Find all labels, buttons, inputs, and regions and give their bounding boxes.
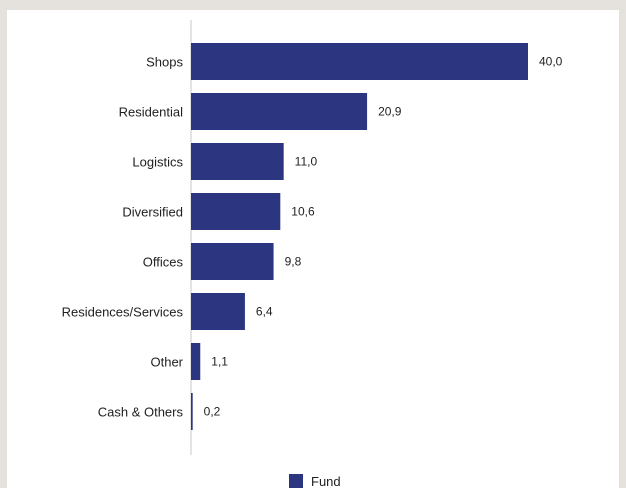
bar-4 <box>191 243 274 280</box>
category-label-4: Offices <box>143 255 184 270</box>
value-label-6: 1,1 <box>211 355 228 369</box>
bars-group: Shops 40,0 Residential 20,9 Logistics 11,0 Div… <box>62 43 563 430</box>
bar-3 <box>191 193 281 230</box>
bar-5 <box>191 293 245 330</box>
legend-label-fund: Fund <box>311 474 341 488</box>
chart-panel: Shops 40,0 Residential 20,9 Logistics 11,0 Div… <box>7 10 619 488</box>
category-label-1: Residential <box>119 105 183 120</box>
bar-7 <box>191 393 193 430</box>
category-label-7: Cash & Others <box>98 405 184 420</box>
category-label-0: Shops <box>146 55 183 70</box>
category-label-5: Residences/Services <box>62 305 184 320</box>
value-label-5: 6,4 <box>256 305 273 319</box>
legend: Fund <box>289 474 341 488</box>
bar-2 <box>191 143 284 180</box>
bar-chart: Shops 40,0 Residential 20,9 Logistics 11,0 Div… <box>62 20 563 488</box>
bar-6 <box>191 343 201 380</box>
value-label-1: 20,9 <box>378 105 402 119</box>
value-label-2: 11,0 <box>295 155 318 169</box>
value-label-3: 10,6 <box>291 205 315 219</box>
bar-0 <box>191 43 528 80</box>
category-label-3: Diversified <box>122 205 183 220</box>
category-label-6: Other <box>150 355 183 370</box>
category-label-2: Logistics <box>132 155 183 170</box>
value-label-0: 40,0 <box>539 55 563 69</box>
legend-swatch-fund <box>289 474 303 488</box>
value-label-4: 9,8 <box>285 255 302 269</box>
value-label-7: 0,2 <box>204 405 221 419</box>
bar-1 <box>191 93 368 130</box>
